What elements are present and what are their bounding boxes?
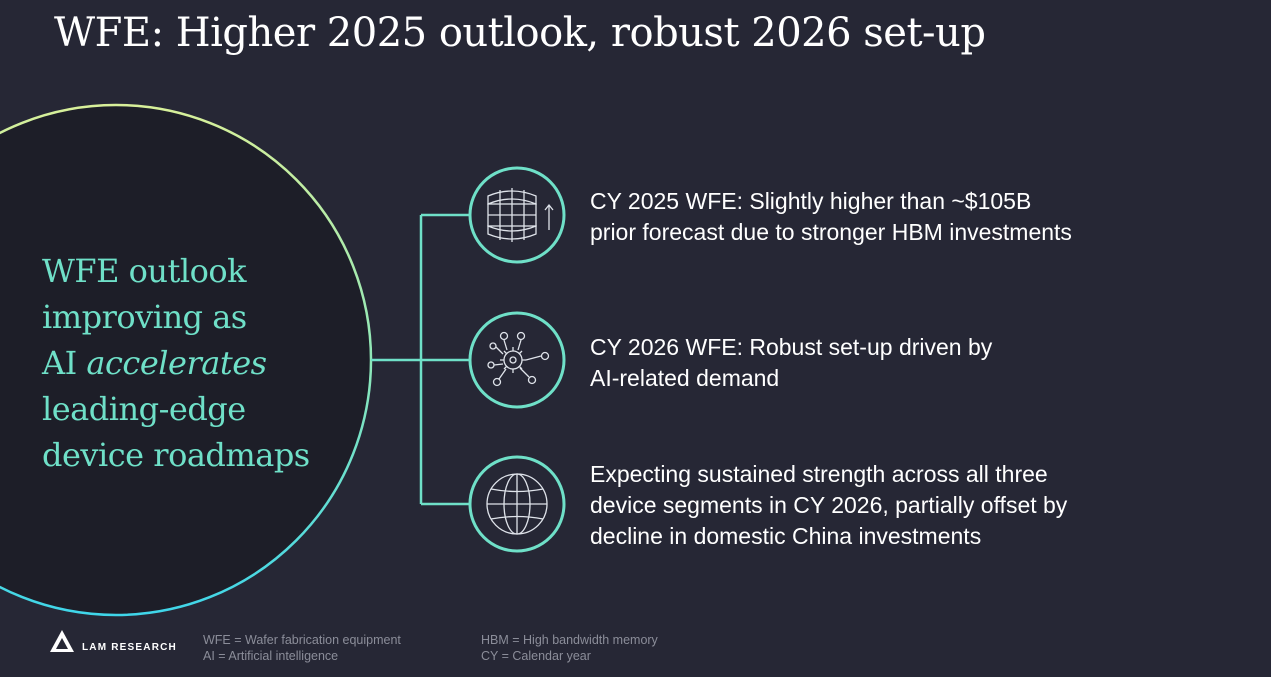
point-text-line: CY 2025 WFE: Slightly higher than ~$105B [590, 188, 1032, 214]
ai-network-icon [468, 311, 566, 409]
point-text-line: AI-related demand [590, 365, 780, 391]
headline-line-3-prefix: AI [42, 344, 87, 382]
lam-logo-mark [50, 630, 74, 652]
logo-text: LAM RESEARCH [82, 642, 177, 653]
point-text-line: Expecting sustained strength across all … [590, 461, 1048, 487]
headline-line-5: device roadmaps [42, 436, 310, 474]
company-logo: LAM RESEARCH [50, 630, 177, 653]
globe-icon [468, 455, 566, 553]
headline-line-2: improving as [42, 298, 247, 336]
point-2025-wfe: CY 2025 WFE: Slightly higher than ~$105B… [590, 186, 1190, 248]
footnote-wfe: WFE = Wafer fabrication equipment [203, 633, 401, 647]
headline-emphasis: accelerates [86, 344, 267, 382]
footnote-column-2: HBM = High bandwidth memory CY = Calenda… [481, 632, 658, 664]
headline-line-4: leading-edge [42, 390, 246, 428]
point-text-line: CY 2026 WFE: Robust set-up driven by [590, 334, 993, 360]
point-segments: Expecting sustained strength across all … [590, 459, 1190, 552]
headline-line-1: WFE outlook [42, 252, 247, 290]
footnote-hbm: HBM = High bandwidth memory [481, 633, 658, 647]
headline: WFE outlook improving as AI accelerates … [42, 248, 310, 478]
footnote-column-1: WFE = Wafer fabrication equipment AI = A… [203, 632, 401, 664]
footnote-cy: CY = Calendar year [481, 649, 591, 663]
point-text-line: device segments in CY 2026, partially of… [590, 492, 1068, 518]
headline-line-3: AI accelerates [42, 340, 310, 386]
point-text-line: prior forecast due to stronger HBM inves… [590, 219, 1072, 245]
wafer-growth-icon [468, 166, 566, 264]
footnote-ai: AI = Artificial intelligence [203, 649, 339, 663]
point-text-line: decline in domestic China investments [590, 523, 982, 549]
slide-title: WFE: Higher 2025 outlook, robust 2026 se… [54, 10, 986, 56]
point-2026-wfe: CY 2026 WFE: Robust set-up driven by AI-… [590, 332, 1190, 394]
connector-lines [371, 213, 470, 506]
